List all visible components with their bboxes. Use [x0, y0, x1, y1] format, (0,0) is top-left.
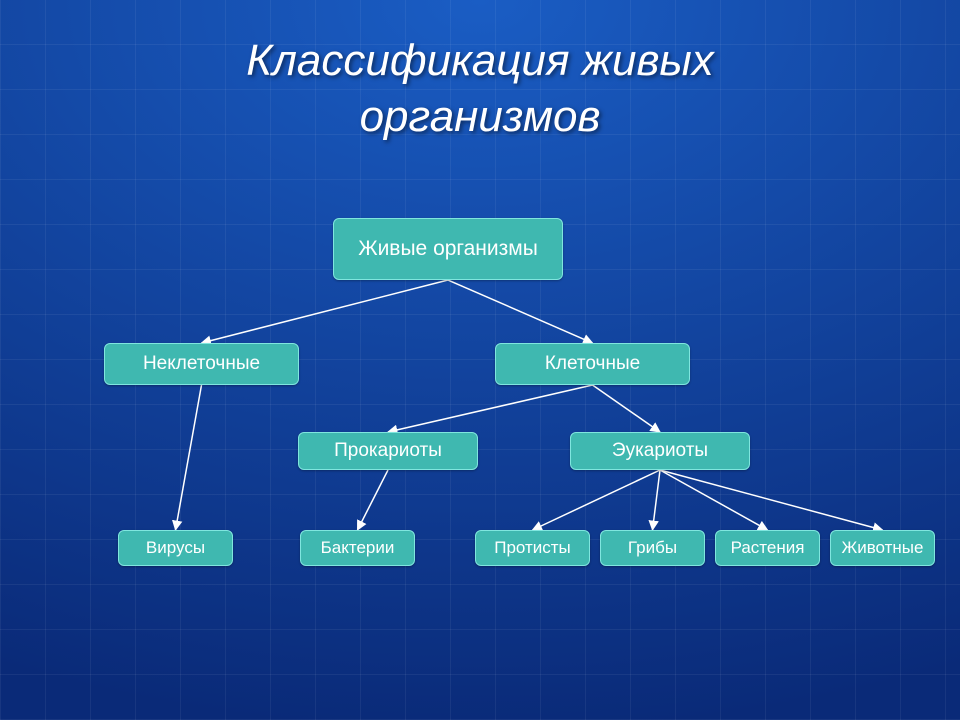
node-protist: Протисты	[475, 530, 590, 566]
edge-euk-fungi	[653, 470, 661, 530]
edge-euk-animal	[660, 470, 883, 530]
edge-prok-bact	[358, 470, 389, 530]
edge-cell-prok	[388, 385, 593, 432]
diagram-stage: Классификация живых организмов Живые орг…	[0, 0, 960, 720]
edge-euk-plant	[660, 470, 768, 530]
title-line-1: Классификация живых	[0, 36, 960, 86]
node-fungi: Грибы	[600, 530, 705, 566]
node-cell: Клеточные	[495, 343, 690, 385]
edge-cell-euk	[593, 385, 661, 432]
edge-euk-protist	[533, 470, 661, 530]
node-root: Живые организмы	[333, 218, 563, 280]
node-animal: Животные	[830, 530, 935, 566]
node-noncell: Неклеточные	[104, 343, 299, 385]
node-bact: Бактерии	[300, 530, 415, 566]
node-plant: Растения	[715, 530, 820, 566]
edge-noncell-virus	[176, 385, 202, 530]
title-line-2: организмов	[0, 92, 960, 142]
edge-root-cell	[448, 280, 593, 343]
node-euk: Эукариоты	[570, 432, 750, 470]
node-virus: Вирусы	[118, 530, 233, 566]
node-prok: Прокариоты	[298, 432, 478, 470]
edge-root-noncell	[202, 280, 449, 343]
